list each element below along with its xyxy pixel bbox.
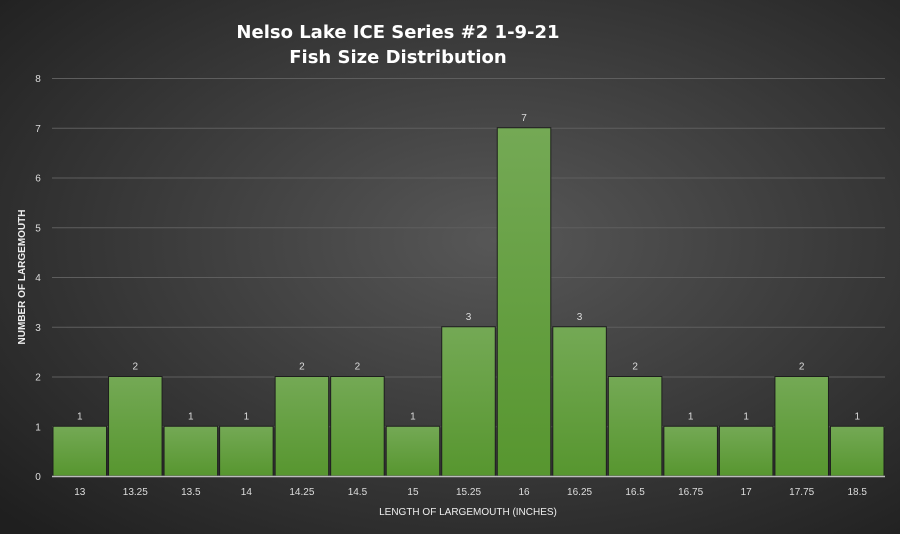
x-tick-label: 17 — [741, 487, 753, 498]
bar — [552, 326, 607, 477]
x-tick-label: 13.25 — [123, 487, 148, 498]
bar — [108, 376, 163, 477]
bar — [607, 376, 663, 477]
bar — [274, 376, 330, 477]
bar — [496, 127, 552, 477]
x-tick-label: 13.5 — [181, 487, 201, 498]
x-tick-label: 15.25 — [456, 487, 481, 498]
y-tick-label: 6 — [35, 174, 41, 185]
bar — [163, 425, 219, 477]
x-tick-label: 16 — [518, 487, 530, 498]
data-label: 1 — [244, 411, 250, 422]
x-tick-label: 14.25 — [289, 487, 314, 498]
y-axis-label: NUMBER OF LARGEMOUTH — [17, 210, 28, 345]
data-label: 1 — [854, 411, 860, 422]
y-tick-label: 4 — [35, 273, 41, 284]
data-label: 2 — [632, 362, 638, 373]
data-label: 2 — [299, 362, 305, 373]
x-tick-label: 18.5 — [847, 487, 867, 498]
y-tick-label: 7 — [35, 124, 41, 135]
y-tick-label: 1 — [35, 422, 41, 433]
data-label: 2 — [133, 362, 139, 373]
data-label: 1 — [688, 411, 694, 422]
data-label: 3 — [466, 312, 472, 323]
x-tick-label: 16.75 — [678, 487, 703, 498]
bar — [441, 326, 496, 477]
data-label: 1 — [743, 411, 749, 422]
x-tick-label: 16.25 — [567, 487, 592, 498]
bar — [829, 425, 885, 477]
bar — [385, 425, 441, 477]
bar — [330, 376, 385, 477]
data-label: 2 — [355, 362, 361, 373]
data-label: 2 — [799, 362, 805, 373]
data-label: 1 — [188, 411, 194, 422]
bar — [52, 425, 108, 477]
x-axis-label: LENGTH OF LARGEMOUTH (INCHES) — [379, 507, 557, 518]
data-label: 7 — [521, 113, 527, 124]
y-tick-label: 3 — [35, 323, 41, 334]
x-tick-label: 15 — [407, 487, 419, 498]
chart-title: Nelso Lake ICE Series #2 1-9-21 — [236, 22, 559, 43]
bar — [774, 376, 829, 477]
x-tick-label: 14.5 — [348, 487, 368, 498]
data-label: 1 — [410, 411, 416, 422]
chart-subtitle: Fish Size Distribution — [289, 47, 506, 68]
bar — [219, 425, 274, 477]
x-tick-label: 13 — [74, 487, 86, 498]
x-tick-label: 17.75 — [789, 487, 814, 498]
y-tick-label: 2 — [35, 373, 41, 384]
y-tick-label: 5 — [35, 223, 41, 234]
data-label: 1 — [77, 411, 83, 422]
y-tick-label: 0 — [35, 472, 41, 483]
bar — [663, 425, 718, 477]
x-tick-label: 14 — [241, 487, 253, 498]
bar — [718, 425, 774, 477]
y-tick-label: 8 — [35, 74, 41, 85]
x-tick-label: 16.5 — [625, 487, 645, 498]
data-label: 3 — [577, 312, 583, 323]
